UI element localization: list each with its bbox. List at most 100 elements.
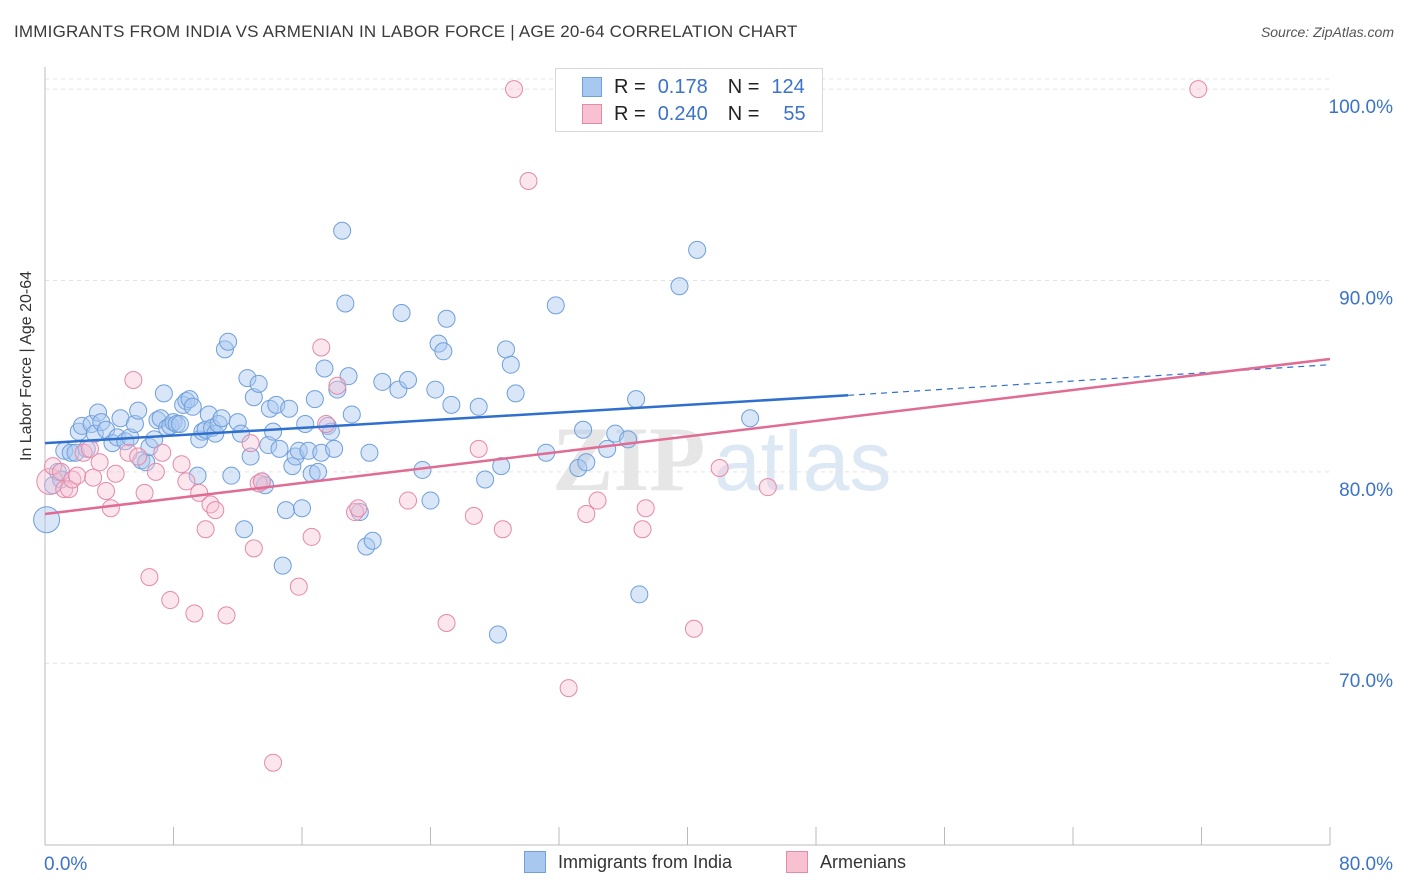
- y-tick-label: 90.0%: [1339, 288, 1393, 309]
- india-point: [421, 491, 440, 510]
- armenian-point: [577, 504, 596, 523]
- india-point: [360, 443, 379, 462]
- armenian-point: [119, 443, 138, 462]
- india-point: [363, 531, 382, 550]
- armenian-point: [90, 453, 109, 472]
- india-point: [145, 430, 164, 449]
- india-point: [296, 415, 315, 434]
- india-point: [125, 415, 144, 434]
- india-point: [598, 439, 617, 458]
- armenian-point: [328, 376, 347, 395]
- india-point: [219, 332, 238, 351]
- n-label: N =: [727, 102, 760, 125]
- armenian-point: [399, 491, 418, 510]
- legend-row-armenian: R = 0.240 N = 55: [582, 101, 806, 127]
- india-point: [630, 585, 649, 604]
- armenian-point: [758, 478, 777, 497]
- chart-title: IMMIGRANTS FROM INDIA VS ARMENIAN IN LAB…: [14, 22, 798, 41]
- armenian-swatch-icon: [582, 104, 602, 124]
- armenian-point: [129, 447, 148, 466]
- r-label: R =: [614, 102, 646, 125]
- armenian-point: [60, 480, 79, 499]
- india-point: [273, 556, 292, 575]
- armenian-point: [312, 338, 331, 357]
- armenian-point: [505, 80, 524, 99]
- y-tick-label: 70.0%: [1339, 671, 1393, 692]
- india-point: [325, 439, 344, 458]
- india-point: [426, 380, 445, 399]
- india-point: [249, 374, 268, 393]
- india-point: [129, 401, 148, 420]
- n-label: N =: [727, 75, 760, 98]
- armenian-point: [317, 415, 336, 434]
- armenian-trend-line: [44, 357, 1331, 516]
- armenian-point: [124, 371, 143, 389]
- armenian-point: [241, 434, 260, 453]
- armenian-point: [493, 520, 512, 539]
- india-point: [222, 466, 241, 485]
- y-axis-label: In Labor Force | Age 20-64: [18, 270, 35, 461]
- india-point: [336, 294, 355, 313]
- india-point: [183, 397, 202, 416]
- armenian-point: [190, 483, 209, 502]
- india-trend-extension: [848, 364, 1331, 396]
- india-point: [373, 372, 392, 391]
- india-point: [305, 390, 324, 409]
- armenian-point: [437, 614, 456, 633]
- armenian-point: [289, 577, 308, 596]
- source-label: Source: ZipAtlas.com: [1260, 24, 1394, 40]
- india-point: [574, 420, 593, 439]
- armenian-point: [469, 439, 488, 458]
- india-trend-line: [44, 394, 849, 445]
- india-swatch-icon: [524, 851, 546, 873]
- india-point: [333, 221, 352, 240]
- armenian-point: [135, 483, 154, 502]
- india-point: [342, 405, 361, 424]
- india-point: [476, 470, 495, 489]
- india-point: [89, 403, 108, 422]
- armenian-point: [153, 443, 172, 462]
- n-value: 124: [771, 75, 805, 98]
- correlation-legend: R = 0.178 N = 124 R = 0.240 N = 55: [555, 68, 823, 132]
- india-point: [293, 499, 311, 518]
- india-point: [688, 240, 707, 259]
- india-point: [434, 342, 453, 361]
- india-point: [170, 415, 189, 434]
- watermark-zip: ZIP: [552, 408, 705, 510]
- india-point: [241, 447, 260, 466]
- india-point: [315, 359, 334, 378]
- r-label: R =: [614, 75, 646, 98]
- india-point: [506, 384, 525, 403]
- india-point: [399, 371, 418, 389]
- india-point: [154, 384, 173, 403]
- india-point: [264, 422, 283, 441]
- india-swatch-icon: [582, 77, 602, 97]
- armenian-point: [302, 527, 321, 546]
- india-point: [469, 397, 488, 416]
- legend-item-india[interactable]: Immigrants from India: [524, 851, 732, 873]
- india-point: [501, 355, 520, 374]
- india-point: [280, 399, 299, 418]
- india-point: [276, 501, 295, 520]
- y-tick-label: 100.0%: [1329, 97, 1394, 118]
- legend-item-armenian[interactable]: Armenians: [786, 851, 906, 873]
- india-point: [546, 296, 565, 315]
- india-point: [577, 453, 596, 472]
- series-legend: Immigrants from India Armenians: [0, 851, 1406, 879]
- india-point: [33, 506, 61, 534]
- armenian-point: [140, 568, 159, 587]
- india-point: [488, 625, 507, 644]
- india-point: [492, 457, 511, 476]
- armenian-point: [84, 468, 103, 487]
- armenian-point: [588, 491, 607, 510]
- india-point: [235, 520, 254, 539]
- india-point: [309, 462, 328, 481]
- r-value: 0.178: [657, 75, 708, 98]
- india-point: [442, 395, 461, 414]
- armenian-point: [349, 499, 368, 518]
- armenian-point: [172, 455, 191, 474]
- india-point: [289, 441, 308, 460]
- armenian-point: [633, 520, 652, 539]
- india-point: [164, 413, 183, 432]
- armenian-point: [559, 679, 578, 698]
